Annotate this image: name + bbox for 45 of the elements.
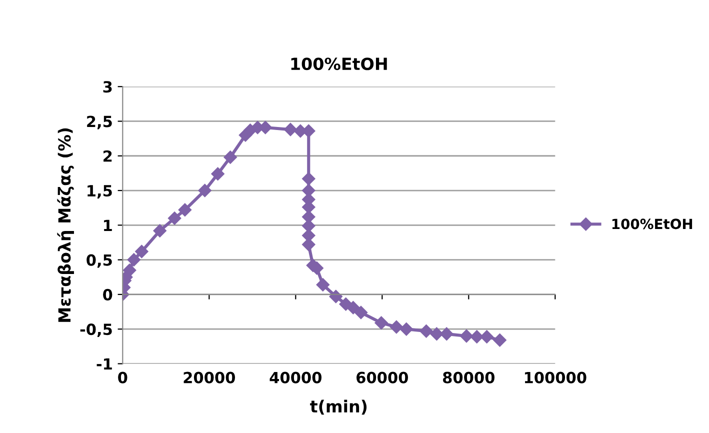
x-tick-label: 40000 (270, 372, 322, 384)
x-axis-title: t(min) (310, 400, 367, 415)
y-tick-label: 1 (104, 220, 112, 231)
point (440, 327, 454, 341)
point (127, 253, 140, 266)
y-axis-title: Μεταβολή Μάζας (%) (57, 128, 74, 322)
y-tick-label: 2 (104, 150, 112, 162)
point (346, 301, 360, 314)
point (302, 172, 316, 186)
point (354, 306, 368, 320)
point (329, 290, 342, 304)
y-tick-label: 0 (103, 288, 112, 300)
point (135, 244, 148, 258)
x-tick-label: 100000 (524, 372, 586, 384)
y-tick-label: 2,5 (87, 116, 112, 130)
point (211, 167, 224, 180)
point (284, 122, 298, 136)
chart-title: 100%EtOH (291, 58, 387, 70)
point (302, 219, 316, 232)
point (122, 264, 136, 277)
point (460, 329, 474, 343)
point (400, 322, 413, 336)
y-tick-label: -1 (96, 358, 112, 370)
point (374, 316, 388, 330)
y-tick-label: 1,5 (88, 185, 112, 198)
x-tick-label: 0 (118, 372, 128, 384)
point (168, 212, 182, 225)
point (480, 330, 494, 344)
point (390, 320, 404, 334)
legend-label: 100%EtOH (612, 218, 692, 230)
x-tick-label: 20000 (184, 372, 235, 384)
y-tick-label: 3 (103, 81, 112, 93)
y-tick-label: 0,5 (86, 254, 112, 268)
point (420, 324, 433, 338)
point (470, 330, 484, 344)
point (316, 278, 330, 292)
x-tick-label: 80000 (443, 372, 494, 384)
point (430, 327, 444, 341)
point (493, 334, 506, 347)
point (224, 150, 237, 164)
point (153, 224, 166, 238)
y-tick-label: -0,5 (80, 324, 112, 338)
x-tick-label: 60000 (356, 372, 408, 384)
point (178, 203, 192, 217)
point (198, 184, 212, 198)
